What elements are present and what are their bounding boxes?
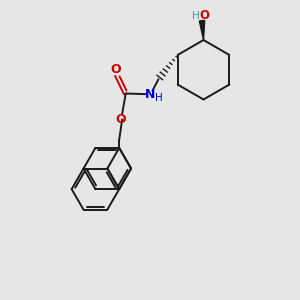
- Text: O: O: [110, 63, 121, 76]
- Text: H: H: [192, 11, 199, 21]
- Text: O: O: [116, 113, 126, 126]
- Polygon shape: [199, 20, 205, 40]
- Text: H: H: [154, 93, 162, 103]
- Text: O: O: [199, 9, 209, 22]
- Text: N: N: [145, 88, 155, 101]
